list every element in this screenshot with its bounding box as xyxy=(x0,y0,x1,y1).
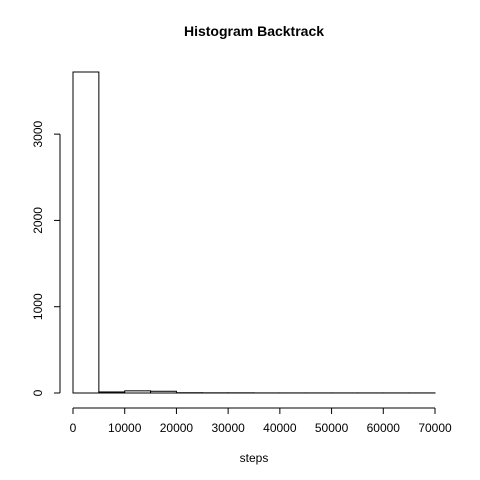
x-axis-label: steps xyxy=(240,451,269,465)
histogram-bar xyxy=(150,390,177,394)
chart-title: Histogram Backtrack xyxy=(184,23,324,39)
y-tick-label: 3000 xyxy=(31,120,45,147)
x-tick-label: 60000 xyxy=(367,421,401,435)
x-tick-label: 30000 xyxy=(211,421,245,435)
x-tick-label: 20000 xyxy=(160,421,194,435)
y-axis: 0 1000 2000 3000 xyxy=(31,120,61,396)
histogram-bar xyxy=(98,391,126,394)
histogram-bar xyxy=(72,71,100,394)
x-tick-label: 0 xyxy=(70,421,77,435)
x-tick-label: 40000 xyxy=(263,421,297,435)
bars-group xyxy=(72,71,436,394)
y-tick-label: 2000 xyxy=(31,207,45,234)
x-axis: 0 10000 20000 30000 40000 50000 60000 70000 xyxy=(70,407,452,435)
x-tick-label: 50000 xyxy=(315,421,349,435)
y-tick-label: 0 xyxy=(31,389,45,396)
x-tick-label: 70000 xyxy=(418,421,452,435)
histogram-bar xyxy=(124,390,152,394)
y-tick-label: 1000 xyxy=(31,293,45,320)
x-tick-label: 10000 xyxy=(108,421,142,435)
